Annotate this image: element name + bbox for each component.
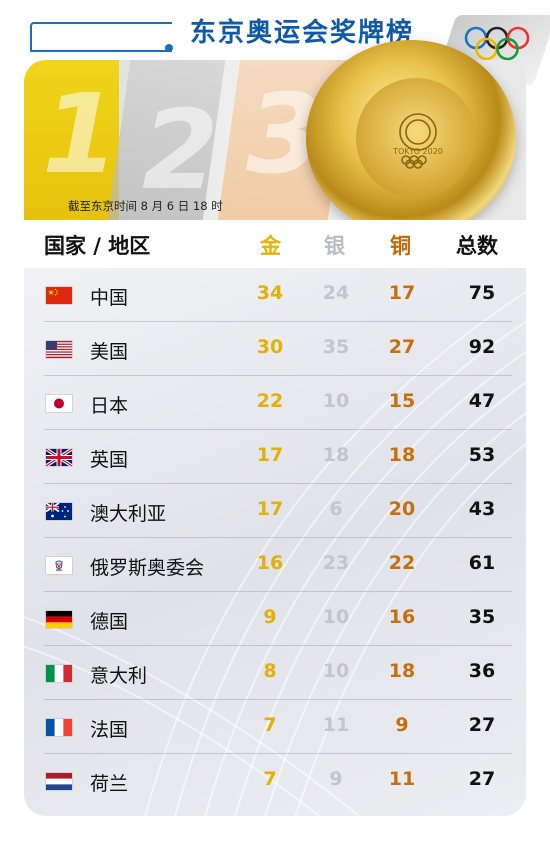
table-header: 国家 / 地区 金 银 铜 总数 [24,220,526,268]
total-count: 27 [468,768,496,790]
japan-flag-icon [46,395,72,412]
country-name: 日本 [90,395,129,417]
bronze-count: 18 [388,444,416,466]
china-flag-icon [46,287,72,304]
silver-count: 18 [322,444,350,466]
gold-stripe [24,60,119,220]
table-row: 英国 17 18 18 53 [24,430,526,484]
silver-count: 35 [322,336,350,358]
gold-count: 17 [256,444,284,466]
gold-count: 34 [256,282,284,304]
table-row: 德国 9 10 16 35 [24,592,526,646]
row-divider [44,645,512,646]
silver-count: 6 [329,498,343,520]
bronze-count: 22 [388,552,416,574]
country-name: 法国 [90,719,129,741]
background-swoosh [24,290,526,816]
silver-count: 10 [322,390,350,412]
header-gold: 金 [260,234,281,258]
row-divider [44,321,512,322]
banner-number-1: 1 [42,70,119,198]
bronze-count: 27 [388,336,416,358]
table-row: 中国 34 24 17 75 [24,268,526,322]
table-row: 俄罗斯奥委会 16 23 22 61 [24,538,526,592]
title-bracket [30,22,172,52]
country-name: 英国 [90,449,129,471]
usa-flag-icon [46,341,72,358]
country-name: 意大利 [90,665,148,687]
total-count: 43 [468,498,496,520]
italy-flag-icon [46,665,72,682]
table-row: 意大利 8 10 18 36 [24,646,526,700]
country-name: 美国 [90,341,129,363]
total-count: 36 [468,660,496,682]
bronze-count: 17 [388,282,416,304]
total-count: 47 [468,390,496,412]
gold-count: 7 [263,768,277,790]
table-row: 日本 22 10 15 47 [24,376,526,430]
country-name: 德国 [90,611,129,633]
as-of-timestamp: 截至东京时间 8 月 6 日 18 时 [68,199,223,213]
bronze-count: 9 [395,714,409,736]
gold-count: 7 [263,714,277,736]
bronze-count: 16 [388,606,416,628]
france-flag-icon [46,719,72,736]
country-name: 俄罗斯奥委会 [90,557,205,579]
country-name: 澳大利亚 [90,503,167,525]
medal-center [356,78,476,198]
gold-count: 22 [256,390,284,412]
header-total: 总数 [456,234,498,258]
olympic-rings-icon [464,26,530,61]
table-row: 法国 7 11 9 27 [24,700,526,754]
total-count: 92 [468,336,496,358]
total-count: 75 [468,282,496,304]
row-divider [44,537,512,538]
total-count: 53 [468,444,496,466]
row-divider [44,591,512,592]
gold-count: 8 [263,660,277,682]
banner-number-2: 2 [142,86,219,214]
silver-count: 24 [322,282,350,304]
total-count: 61 [468,552,496,574]
gold-count: 17 [256,498,284,520]
bronze-count: 18 [388,660,416,682]
silver-count: 10 [322,660,350,682]
uk-flag-icon [46,449,72,466]
header-silver: 银 [324,234,345,258]
medal-table: 国家 / 地区 金 银 铜 总数 中国 34 24 17 75 [24,220,526,816]
table-row: 荷兰 7 9 11 27 [24,754,526,808]
row-divider [44,699,512,700]
total-count: 35 [468,606,496,628]
row-divider [44,375,512,376]
roc-flag-icon [46,557,72,574]
netherlands-flag-icon [46,773,72,790]
gold-count: 30 [256,336,284,358]
germany-flag-icon [46,611,72,628]
header-bronze: 铜 [390,234,411,258]
row-divider [44,753,512,754]
silver-count: 23 [322,552,350,574]
silver-count: 9 [329,768,343,790]
gold-count: 9 [263,606,277,628]
medal-text: TOKYO 2020 [392,147,443,156]
total-count: 27 [468,714,496,736]
bronze-count: 11 [388,768,416,790]
table-row: 澳大利亚 17 6 20 43 [24,484,526,538]
silver-count: 10 [322,606,350,628]
country-name: 中国 [90,287,129,309]
medal-emblem-icon: TOKYO 2020 [392,113,443,169]
page-title: 东京奥运会奖牌榜 [190,18,415,48]
table-row: 美国 30 35 27 92 [24,322,526,376]
row-divider [44,483,512,484]
title-dot [165,44,173,52]
header-country: 国家 / 地区 [44,234,151,258]
row-divider [44,429,512,430]
gold-count: 16 [256,552,284,574]
bronze-count: 20 [388,498,416,520]
country-name: 荷兰 [90,773,129,795]
bronze-count: 15 [388,390,416,412]
australia-flag-icon [46,503,72,520]
silver-count: 11 [322,714,350,736]
